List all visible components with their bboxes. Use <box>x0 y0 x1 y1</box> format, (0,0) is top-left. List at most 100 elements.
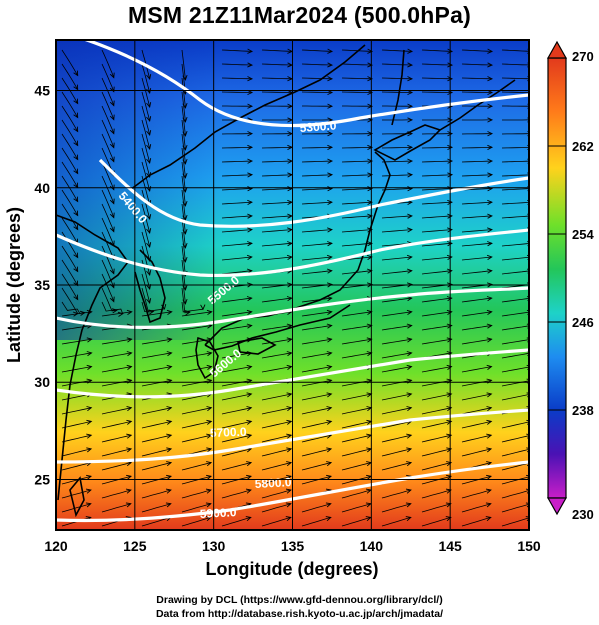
streamline <box>421 475 452 485</box>
streamline <box>381 270 412 275</box>
streamline <box>221 379 252 387</box>
streamline-arrowhead <box>445 488 452 494</box>
streamline-arrowhead <box>327 241 333 247</box>
streamline-arrowhead <box>486 296 493 302</box>
streamline <box>181 311 212 317</box>
streamline <box>461 475 492 485</box>
streamline <box>221 201 252 205</box>
streamline <box>341 49 373 52</box>
streamline-arrowhead <box>246 474 253 480</box>
streamline <box>141 379 172 387</box>
streamline <box>341 421 372 429</box>
streamline <box>101 503 131 513</box>
streamline-arrowhead <box>485 488 492 494</box>
streamline-arrowhead <box>85 502 92 508</box>
streamline <box>61 273 79 300</box>
streamline <box>301 434 332 443</box>
streamline-arrowhead <box>246 392 253 398</box>
streamline <box>221 475 252 485</box>
streamline-arrowhead <box>326 406 333 412</box>
streamline <box>421 448 452 457</box>
streamline-arrowhead <box>446 461 453 467</box>
streamline <box>421 174 453 177</box>
streamline-arrowhead <box>247 158 254 164</box>
streamline-arrowhead <box>146 298 152 305</box>
streamline <box>181 434 212 443</box>
streamline <box>501 339 529 345</box>
streamline-arrowhead <box>326 254 333 260</box>
streamline <box>261 215 292 219</box>
streamline-arrowhead <box>246 461 253 467</box>
streamline-arrowhead <box>286 474 293 480</box>
streamline <box>101 338 132 345</box>
streamline <box>101 273 115 302</box>
streamline <box>61 489 92 499</box>
streamline <box>181 161 186 192</box>
streamline-arrowhead <box>446 474 453 480</box>
streamline <box>381 188 413 191</box>
colorbar-tick-label: 238 <box>572 403 594 418</box>
streamline-arrowhead <box>166 433 173 439</box>
streamline-arrowhead <box>109 212 115 219</box>
streamline <box>301 297 332 303</box>
streamline <box>141 231 151 262</box>
streamline <box>381 297 412 303</box>
streamline <box>141 147 151 178</box>
coastline-china <box>56 214 129 501</box>
streamline-arrowhead <box>406 406 413 412</box>
streamline-arrowhead <box>406 254 413 260</box>
streamline-arrowhead <box>166 461 173 467</box>
streamline <box>101 91 115 120</box>
streamline-arrowhead <box>446 433 453 439</box>
streamline-arrowhead <box>166 419 173 425</box>
streamline <box>221 448 252 457</box>
streamline <box>181 366 212 373</box>
y-tick-label: 25 <box>34 471 50 487</box>
streamline-arrowhead <box>446 406 453 412</box>
y-tick-label: 40 <box>34 180 50 196</box>
coastline-japan-shikoku <box>237 337 277 355</box>
streamline <box>501 421 529 429</box>
streamline <box>301 379 332 387</box>
streamline-arrowhead <box>486 419 493 425</box>
streamline <box>501 49 529 52</box>
streamline <box>141 462 172 471</box>
streamline <box>301 325 332 331</box>
streamline-arrowhead <box>326 309 333 315</box>
streamline <box>381 174 413 177</box>
streamline <box>421 215 452 219</box>
y-tick-label: 45 <box>34 83 50 99</box>
streamline-arrowhead <box>487 117 494 123</box>
streamline <box>61 462 92 471</box>
streamline-arrowhead <box>206 364 213 370</box>
streamline-arrowhead <box>365 516 372 522</box>
streamline-arrowhead <box>326 323 333 329</box>
streamline <box>181 203 186 234</box>
x-tick-label: 135 <box>281 538 305 554</box>
streamline <box>301 462 332 471</box>
streamline-arrowhead <box>166 337 173 343</box>
streamline-arrowhead <box>367 131 374 137</box>
streamline <box>141 503 171 513</box>
x-tick-label: 150 <box>517 538 541 554</box>
streamline <box>61 91 79 118</box>
streamline-arrowhead <box>246 323 253 329</box>
streamline <box>261 393 292 401</box>
streamline <box>101 434 132 443</box>
streamline-arrowhead <box>486 461 493 467</box>
streamline <box>341 188 373 191</box>
streamline <box>421 517 451 527</box>
streamline-arrowhead <box>407 186 414 192</box>
streamline <box>421 366 452 373</box>
streamline-arrowhead <box>286 254 293 260</box>
streamline <box>421 91 453 93</box>
streamline-arrowhead <box>367 199 373 205</box>
streamline-arrowhead <box>487 241 493 247</box>
streamline <box>301 311 332 317</box>
streamline <box>341 311 372 317</box>
streamline-arrowhead <box>73 98 79 105</box>
streamline-arrowhead <box>285 502 292 508</box>
streamline <box>181 421 212 429</box>
streamline-arrowhead <box>86 419 93 425</box>
streamline <box>421 311 452 317</box>
